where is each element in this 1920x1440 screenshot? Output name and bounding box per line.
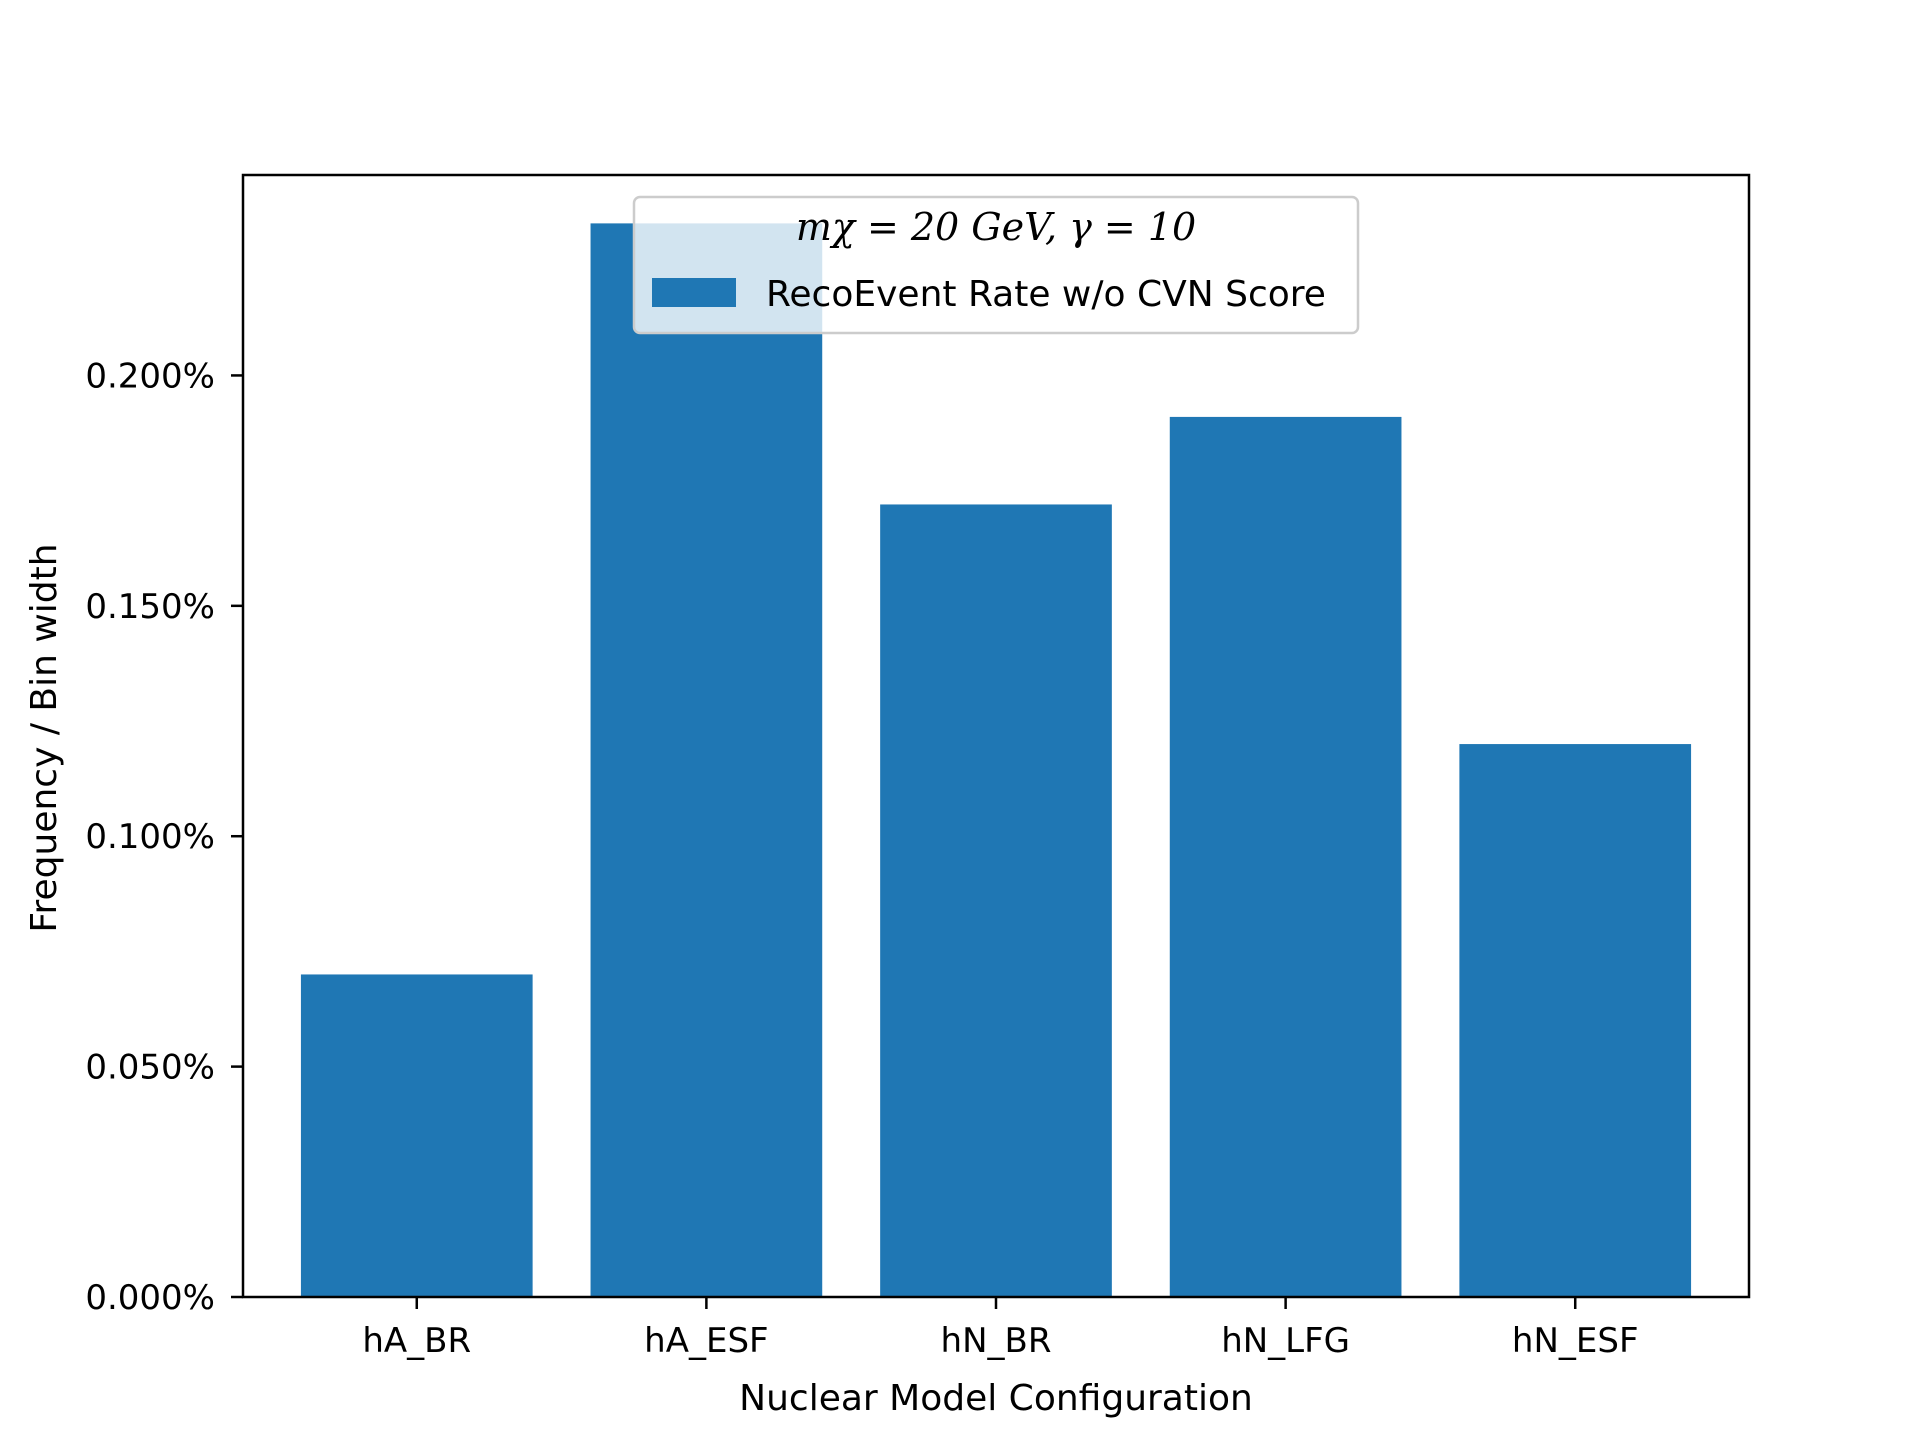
legend-box <box>632 195 1360 335</box>
x-axis-label: Nuclear Model Configuration <box>739 1378 1253 1419</box>
bars-group <box>300 223 1692 1298</box>
x-tick-label: hN_LFG <box>1221 1321 1350 1361</box>
y-tick-label: 0.050% <box>85 1048 215 1088</box>
y-tick-label: 0.200% <box>85 356 215 396</box>
y-tick-label: 0.000% <box>85 1278 215 1318</box>
y-axis-label: Frequency / Bin width <box>24 543 65 932</box>
legend-title: mχ = 20 GeV, γ = 10 <box>796 205 1196 249</box>
x-tick-label: hA_BR <box>362 1321 471 1361</box>
x-tick-label: hN_ESF <box>1512 1321 1639 1361</box>
plot-frame <box>241 173 1751 1299</box>
bar-hA_ESF <box>590 223 823 1297</box>
y-tick-label: 0.100% <box>85 817 215 857</box>
legend: mχ = 20 GeV, γ = 10 RecoEvent Rate w/o C… <box>632 195 1360 335</box>
legend-swatch <box>652 278 736 307</box>
y-tick-label: 0.150% <box>85 587 215 627</box>
bar-hN_LFG <box>1169 416 1402 1297</box>
ticks-group: hA_BR hA_ESF hN_BR hN_LFG hN_ESF 0.000% 0.050%… <box>85 356 1638 1361</box>
bar-hA_BR <box>300 974 533 1297</box>
bar-hN_BR <box>880 504 1112 1298</box>
x-tick-label: hA_ESF <box>644 1321 768 1361</box>
legend-entry-label: RecoEvent Rate w/o CVN Score <box>766 274 1326 315</box>
x-tick-label: hN_BR <box>941 1321 1052 1361</box>
bar-hN_ESF <box>1459 744 1692 1297</box>
